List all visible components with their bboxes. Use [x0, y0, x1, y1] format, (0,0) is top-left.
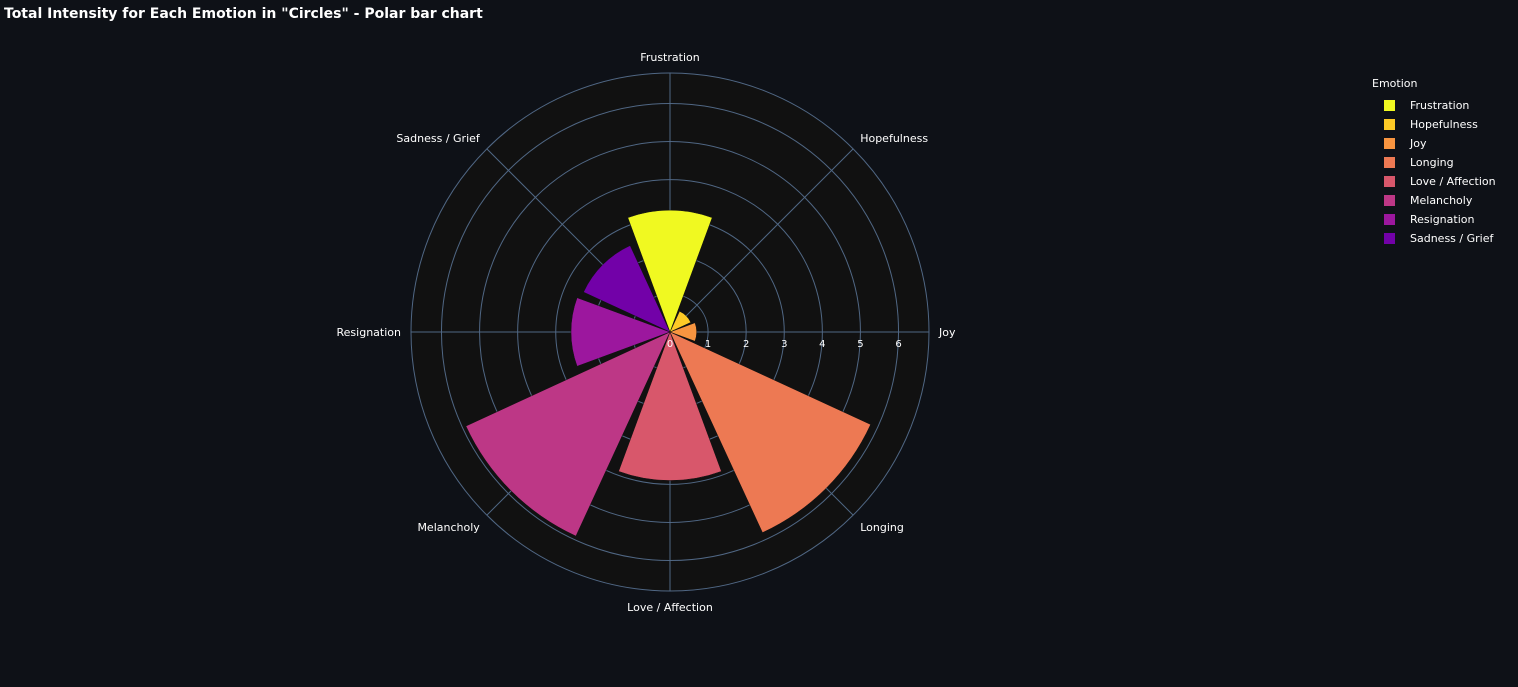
legend-title: Emotion: [1372, 77, 1418, 90]
legend-label: Joy: [1410, 137, 1427, 150]
legend-swatch: [1384, 233, 1395, 244]
angular-label-longing: Longing: [860, 521, 904, 534]
legend-item[interactable]: Melancholy: [1372, 191, 1496, 210]
bar-frustration: [627, 209, 713, 333]
legend-swatch: [1384, 157, 1395, 168]
bar-longing: [669, 331, 871, 533]
radial-tick-label: 2: [743, 339, 749, 350]
polar-bars: [465, 209, 871, 537]
angular-label-sadness-grief: Sadness / Grief: [396, 132, 480, 145]
legend-label: Melancholy: [1410, 194, 1473, 207]
radial-tick-label: 5: [857, 339, 863, 350]
legend-item[interactable]: Resignation: [1372, 210, 1496, 229]
legend-swatch: [1384, 176, 1395, 187]
angular-label-frustration: Frustration: [640, 51, 699, 64]
angular-label-joy: Joy: [938, 326, 956, 339]
legend-swatch: [1384, 214, 1395, 225]
legend-label: Love / Affection: [1410, 175, 1496, 188]
chart-title: Total Intensity for Each Emotion in "Cir…: [4, 6, 483, 22]
bar-hopefulness: [669, 310, 692, 333]
legend-label: Sadness / Grief: [1410, 232, 1494, 245]
radial-tick-label: 3: [781, 339, 787, 350]
bar-resignation: [570, 297, 671, 367]
bar-love-affection: [618, 331, 722, 481]
legend-swatch: [1384, 195, 1395, 206]
bar-melancholy: [465, 331, 671, 537]
radial-tick-label: 4: [819, 339, 825, 350]
legend-label: Resignation: [1410, 213, 1475, 226]
angular-label-love-affection: Love / Affection: [627, 601, 713, 614]
legend-item[interactable]: Frustration: [1372, 96, 1496, 115]
angular-label-resignation: Resignation: [337, 326, 401, 339]
legend-swatch: [1384, 100, 1395, 111]
radial-tick-label: 1: [705, 339, 711, 350]
legend-item[interactable]: Hopefulness: [1372, 115, 1496, 134]
outer-ring: [410, 72, 930, 592]
bar-sadness-grief: [583, 245, 671, 333]
radial-tick-label: 0: [667, 339, 673, 350]
legend-label: Longing: [1410, 156, 1454, 169]
legend-item[interactable]: Longing: [1372, 153, 1496, 172]
bar-joy: [669, 322, 697, 342]
legend-swatch: [1384, 119, 1395, 130]
legend-label: Frustration: [1410, 99, 1470, 112]
legend-item[interactable]: Joy: [1372, 134, 1496, 153]
legend-item[interactable]: Sadness / Grief: [1372, 229, 1496, 248]
radial-tick-labels: 0 1 2 3 4 5 6: [667, 339, 902, 350]
grid-spoke: [669, 148, 854, 333]
angular-labels: Joy Hopefulness Frustration Sadness / Grief…: [337, 51, 956, 614]
legend-label: Hopefulness: [1410, 118, 1478, 131]
radial-tick-label: 6: [895, 339, 901, 350]
legend-item[interactable]: Love / Affection: [1372, 172, 1496, 191]
legend-swatch: [1384, 138, 1395, 149]
legend: Emotion Frustration Hopefulness Joy Longing…: [1372, 77, 1496, 248]
angular-label-melancholy: Melancholy: [417, 521, 480, 534]
angular-label-hopefulness: Hopefulness: [860, 132, 928, 145]
